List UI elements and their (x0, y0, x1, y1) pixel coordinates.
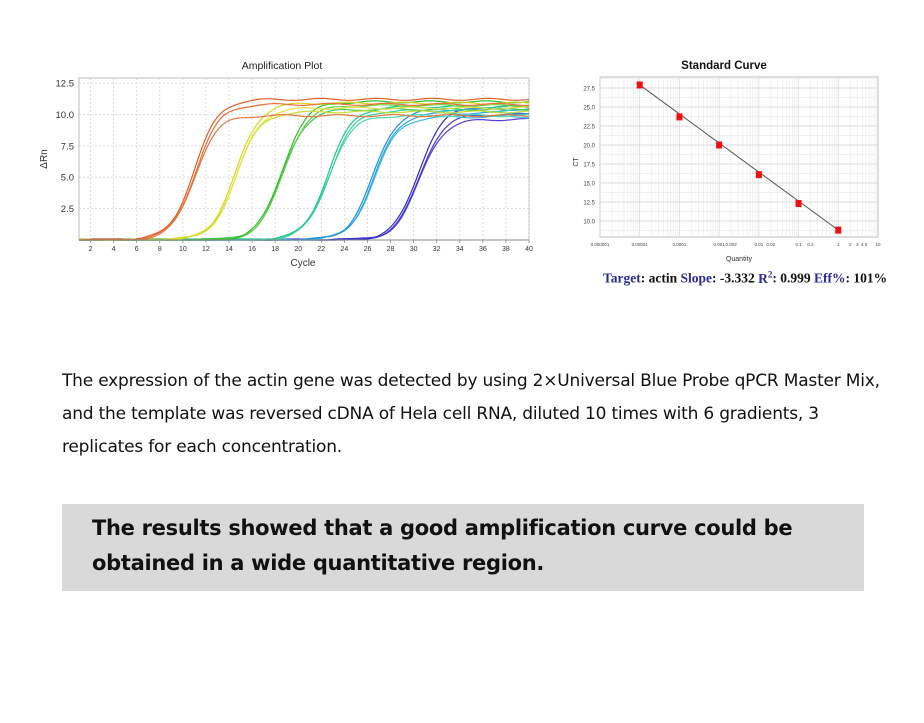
amplification-x-ticks: 2 4 6 8 10 12 14 16 18 20 22 24 26 28 30 32 34 36 38 40 (89, 240, 533, 253)
standard-curve-title: Standard Curve (681, 60, 767, 72)
svg-text:0.02: 0.02 (766, 242, 775, 247)
slope-label: Slope (680, 270, 713, 286)
svg-text:20.0: 20.0 (583, 144, 595, 150)
r2-value: 0.999 (780, 270, 811, 286)
target-value: actin (648, 270, 678, 286)
efficiency-label: Eff% (814, 270, 846, 286)
standard-curve-point (676, 113, 683, 121)
svg-text:2.5: 2.5 (61, 204, 74, 215)
svg-text:5.0: 5.0 (61, 173, 74, 184)
svg-text:2: 2 (849, 242, 852, 247)
standard-curve-x-ticks: 0.000001 0.00001 0.0001 0.001 0.002 0.01 0.02 0… (591, 242, 881, 247)
standard-curve-point (795, 200, 802, 208)
svg-text:4: 4 (861, 242, 864, 247)
svg-text:22: 22 (317, 246, 325, 253)
svg-text:10: 10 (875, 242, 881, 247)
svg-text:26: 26 (364, 246, 372, 253)
svg-text:12.5: 12.5 (56, 79, 75, 90)
standard-curve-y-label: CT (573, 157, 580, 167)
amplification-y-label: ΔRn (39, 149, 50, 168)
svg-text:0.00001: 0.00001 (632, 242, 649, 247)
standard-curve-fit-line (639, 84, 839, 231)
standard-curve-points (636, 81, 842, 234)
svg-text:22.5: 22.5 (583, 125, 595, 131)
standard-curve-point (636, 81, 643, 89)
amplification-curve (79, 97, 530, 241)
svg-text:10.0: 10.0 (583, 220, 595, 226)
r2-label: R2 (758, 269, 773, 286)
amplification-curve (79, 102, 529, 241)
svg-text:34: 34 (456, 246, 464, 253)
svg-text:12: 12 (202, 246, 210, 253)
efficiency-value: 101% (853, 270, 888, 286)
svg-text:30: 30 (410, 246, 418, 253)
svg-text:14: 14 (225, 246, 233, 253)
svg-text:0.000001: 0.000001 (591, 242, 610, 247)
svg-text:7.5: 7.5 (61, 141, 74, 152)
standard-curve-point (755, 171, 762, 179)
svg-text:1: 1 (837, 242, 840, 247)
amplification-curve (79, 114, 530, 241)
experiment-description: The expression of the actin gene was det… (62, 371, 880, 457)
svg-text:15.0: 15.0 (583, 182, 595, 188)
svg-text:10: 10 (179, 246, 187, 253)
results-callout: The results showed that a good amplifica… (62, 504, 864, 591)
svg-text:4: 4 (112, 246, 116, 253)
svg-text:0.2: 0.2 (807, 242, 814, 247)
amplification-x-label: Cycle (290, 258, 315, 269)
svg-text:8: 8 (158, 246, 162, 253)
standard-curve-point (835, 226, 842, 234)
svg-text:5: 5 (865, 242, 868, 247)
svg-text:3: 3 (856, 242, 859, 247)
svg-text:0.002: 0.002 (725, 242, 737, 247)
standard-curve-stats: Target: actin Slope: -3.332 R2: 0.999 Ef… (603, 269, 888, 286)
svg-text:0.001: 0.001 (714, 242, 726, 247)
amplification-plot-title: Amplification Plot (242, 60, 323, 72)
standard-curve-point (716, 141, 723, 149)
svg-text:10.0: 10.0 (56, 110, 75, 121)
standard-curve-gridlines (599, 77, 878, 237)
svg-text:17.5: 17.5 (583, 163, 595, 169)
svg-text:6: 6 (135, 246, 139, 253)
svg-text:28: 28 (387, 246, 395, 253)
svg-text:0.01: 0.01 (754, 242, 763, 247)
slope-value: -3.332 (719, 270, 755, 286)
svg-text:36: 36 (479, 246, 487, 253)
standard-curve: Standard Curve 10.0 12.5 15.0 17.5 20.0 22.5 2… (573, 60, 881, 263)
amplification-gridlines (79, 78, 530, 240)
svg-text:27.5: 27.5 (583, 87, 595, 93)
svg-text:20: 20 (294, 246, 302, 253)
svg-text:0.0001: 0.0001 (673, 242, 687, 247)
target-label: Target (603, 270, 641, 286)
svg-text:38: 38 (502, 246, 510, 253)
svg-text:18: 18 (271, 246, 279, 253)
svg-text:2: 2 (89, 246, 93, 253)
standard-curve-y-ticks: 10.0 12.5 15.0 17.5 20.0 22.5 25.0 27.5 (583, 87, 595, 226)
svg-text:0.1: 0.1 (795, 242, 802, 247)
svg-text:40: 40 (525, 246, 533, 253)
svg-text:16: 16 (248, 246, 256, 253)
svg-text:12.5: 12.5 (583, 201, 595, 207)
results-callout-text: The results showed that a good amplifica… (92, 516, 793, 575)
svg-text:24: 24 (340, 246, 348, 253)
amplification-y-ticks: 2.5 5.0 7.5 10.0 12.5 (56, 79, 75, 216)
svg-text:32: 32 (433, 246, 441, 253)
standard-curve-x-label: Quantity (726, 256, 753, 263)
svg-text:25.0: 25.0 (583, 106, 595, 112)
